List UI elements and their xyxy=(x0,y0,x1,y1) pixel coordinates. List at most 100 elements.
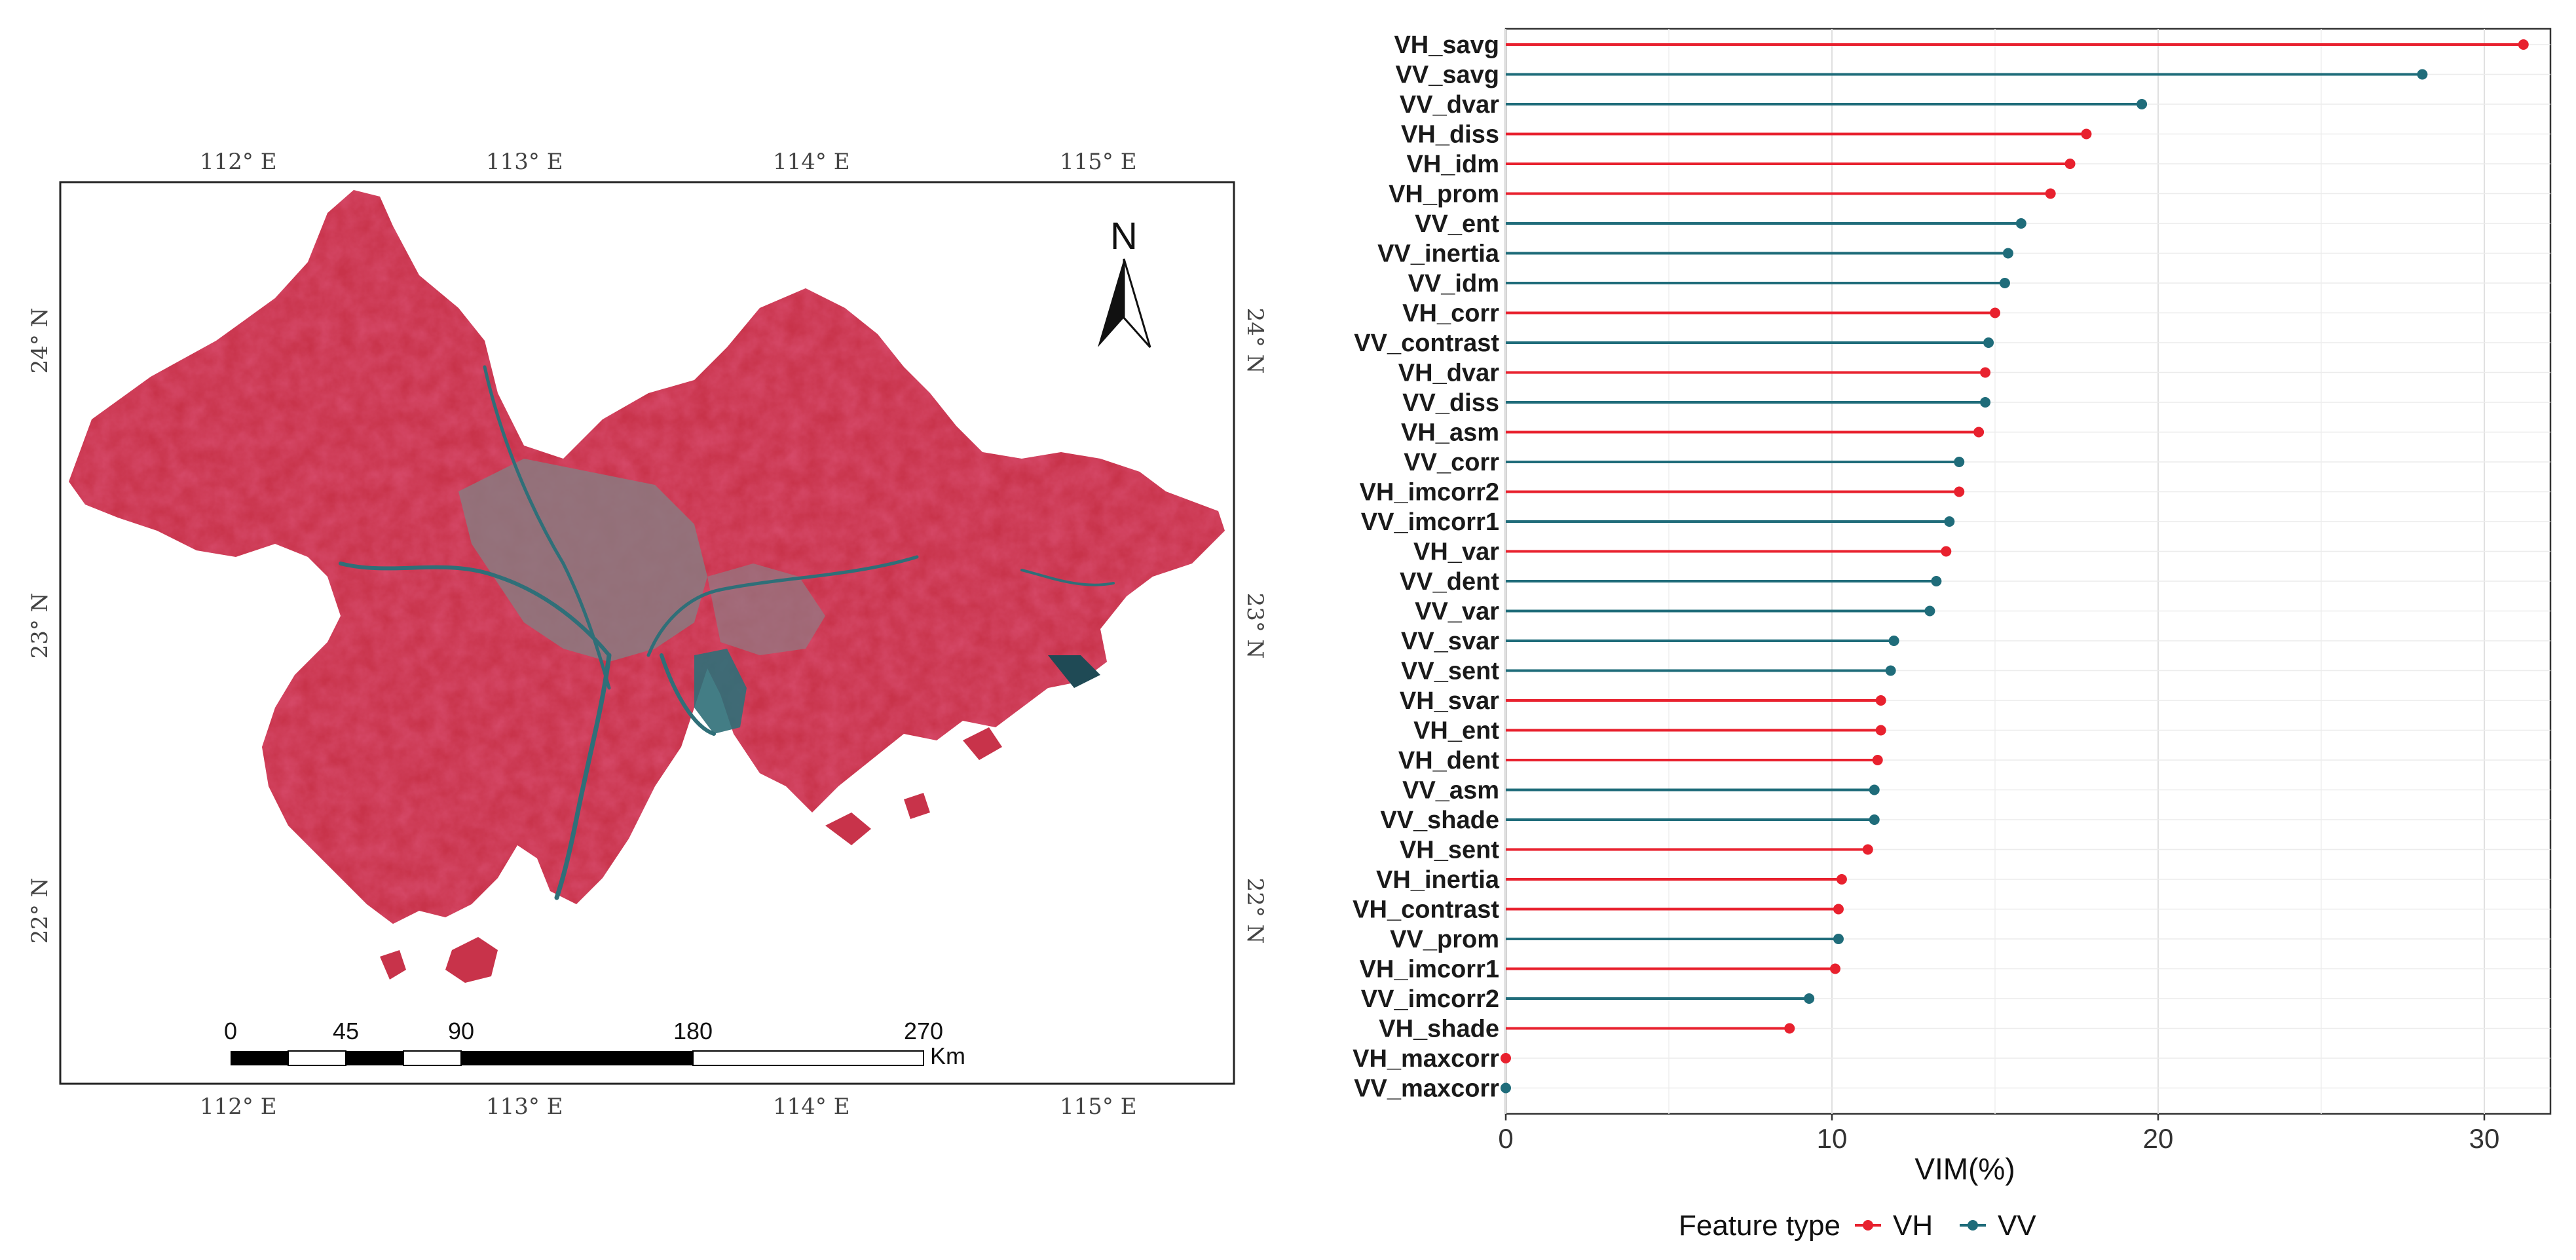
y-label: VV_dvar xyxy=(1400,91,1499,119)
lat-labels-right: 24° N 23° N 22° N xyxy=(1242,308,1268,944)
dot-VV_maxcorr xyxy=(1501,1082,1511,1094)
y-label: VH_diss xyxy=(1401,121,1499,149)
legend-vv-dot-icon xyxy=(1968,1220,1978,1231)
legend-vh-label: VH xyxy=(1893,1210,1933,1242)
dot-VV_imcorr1 xyxy=(1944,516,1955,527)
scale-unit: Km xyxy=(930,1042,965,1069)
y-label: VV_idm xyxy=(1408,270,1499,297)
dot-VV_asm xyxy=(1869,784,1880,795)
y-label: VH_contrast xyxy=(1353,896,1499,924)
y-label: VH_dent xyxy=(1398,747,1499,774)
dot-VV_idm xyxy=(1999,278,2010,288)
lon-label: 112° E xyxy=(200,1094,277,1120)
map-figure: 112° E 113° E 114° E 115° E 112° E 113° … xyxy=(27,149,1268,1120)
dot-VV_var xyxy=(1924,605,1935,617)
dot-VV_shade xyxy=(1869,814,1880,825)
y-label: VV_sent xyxy=(1401,658,1499,685)
lon-label: 115° E xyxy=(1060,1094,1137,1120)
x-axis-ticks: 0 10 20 30 xyxy=(1498,1114,2499,1154)
dot-VV_dent xyxy=(1931,576,1942,586)
stems xyxy=(1506,43,2524,1030)
dot-VV_sent xyxy=(1885,665,1896,676)
map-panel: 112° E 113° E 114° E 115° E 112° E 113° … xyxy=(0,0,1284,1257)
y-label: VH_var xyxy=(1413,539,1499,566)
y-label: VV_svar xyxy=(1401,628,1499,655)
dot-VH_inertia xyxy=(1836,874,1847,885)
lat-label: 23° N xyxy=(27,593,53,659)
y-label: VH_asm xyxy=(1401,419,1499,447)
y-label: VH_dvar xyxy=(1398,360,1499,387)
dot-VH_var xyxy=(1941,546,1952,557)
estuary xyxy=(694,649,747,734)
y-label: VH_shade xyxy=(1379,1016,1499,1043)
x-tick-label: 30 xyxy=(2469,1123,2500,1154)
rivers xyxy=(339,365,1115,900)
scale-label: 45 xyxy=(333,1018,359,1044)
lon-labels-bottom: 112° E 113° E 114° E 115° E xyxy=(200,1094,1137,1120)
dot-VH_sent xyxy=(1862,844,1873,855)
lat-label: 23° N xyxy=(1242,593,1268,659)
y-label: VH_ent xyxy=(1413,717,1499,745)
scale-label: 180 xyxy=(673,1018,713,1044)
dot-VH_imcorr2 xyxy=(1954,486,1965,497)
y-label: VV_inertia xyxy=(1377,240,1500,268)
x-tick-label: 10 xyxy=(1817,1123,1848,1154)
dot-VV_corr xyxy=(1954,457,1965,467)
lon-label: 113° E xyxy=(486,149,563,175)
dot-VV_inertia xyxy=(2002,248,2013,259)
x-tick-label: 0 xyxy=(1498,1123,1513,1154)
dot-VV_dvar xyxy=(2137,99,2148,109)
legend-vh-dot-icon xyxy=(1863,1220,1873,1231)
chart-panel: VH_savg VV_savg VV_dvar VH_diss VH_idm VH_pro… xyxy=(1284,0,2576,1257)
lon-label: 114° E xyxy=(773,1094,850,1120)
y-label: VV_dent xyxy=(1400,568,1499,596)
dot-VH_dent xyxy=(1872,755,1883,765)
dot-VV_prom xyxy=(1833,934,1844,944)
north-label: N xyxy=(1110,215,1138,258)
dot-VH_diss xyxy=(2081,128,2092,140)
lat-labels-left: 24° N 23° N 22° N xyxy=(27,308,53,944)
lon-label: 113° E xyxy=(486,1094,563,1120)
legend-title: Feature type xyxy=(1679,1210,1840,1242)
y-label: VH_imcorr1 xyxy=(1360,956,1499,983)
scale-label: 270 xyxy=(904,1018,943,1044)
x-axis-title: VIM(%) xyxy=(1914,1152,2015,1186)
y-label: VH_maxcorr xyxy=(1353,1045,1499,1073)
lon-labels-top: 112° E 113° E 114° E 115° E xyxy=(200,149,1137,175)
scale-label: 0 xyxy=(224,1018,237,1044)
legend-vv-label: VV xyxy=(1998,1210,2036,1242)
y-label: VV_shade xyxy=(1380,807,1499,834)
lat-label: 24° N xyxy=(1242,308,1268,374)
y-label: VV_corr xyxy=(1404,449,1499,476)
dots xyxy=(1501,39,2529,1094)
dot-VV_savg xyxy=(2417,69,2428,80)
legend: Feature type VH VV xyxy=(1679,1210,2036,1242)
y-label: VH_idm xyxy=(1407,151,1499,178)
dot-VH_svar xyxy=(1875,695,1886,706)
y-label: VH_imcorr2 xyxy=(1360,479,1499,506)
dot-VH_contrast xyxy=(1833,904,1844,915)
scale-bar: 0 45 90 180 270 Km xyxy=(224,1018,965,1069)
dot-VH_prom xyxy=(2045,188,2056,199)
y-label: VH_sent xyxy=(1400,837,1499,864)
dot-VH_dvar xyxy=(1980,367,1991,378)
y-label: VH_prom xyxy=(1389,181,1499,208)
y-label: VV_var xyxy=(1415,598,1499,626)
lat-label: 22° N xyxy=(27,878,53,944)
dot-VH_idm xyxy=(2064,159,2076,169)
dot-VH_imcorr1 xyxy=(1829,963,1840,974)
lon-label: 112° E xyxy=(200,149,277,175)
y-label: VH_corr xyxy=(1402,300,1499,328)
y-label: VH_svar xyxy=(1400,687,1499,715)
y-label: VV_maxcorr xyxy=(1354,1075,1499,1103)
dot-VV_svar xyxy=(1888,636,1899,646)
y-label: VV_savg xyxy=(1396,62,1499,89)
legend-entry-vv: VV xyxy=(1960,1210,2036,1242)
north-arrow-icon: N xyxy=(1098,215,1151,348)
y-label: VH_savg xyxy=(1394,31,1499,59)
dot-VH_maxcorr xyxy=(1501,1053,1511,1063)
y-label: VV_contrast xyxy=(1354,330,1499,357)
y-label: VV_asm xyxy=(1402,777,1499,805)
